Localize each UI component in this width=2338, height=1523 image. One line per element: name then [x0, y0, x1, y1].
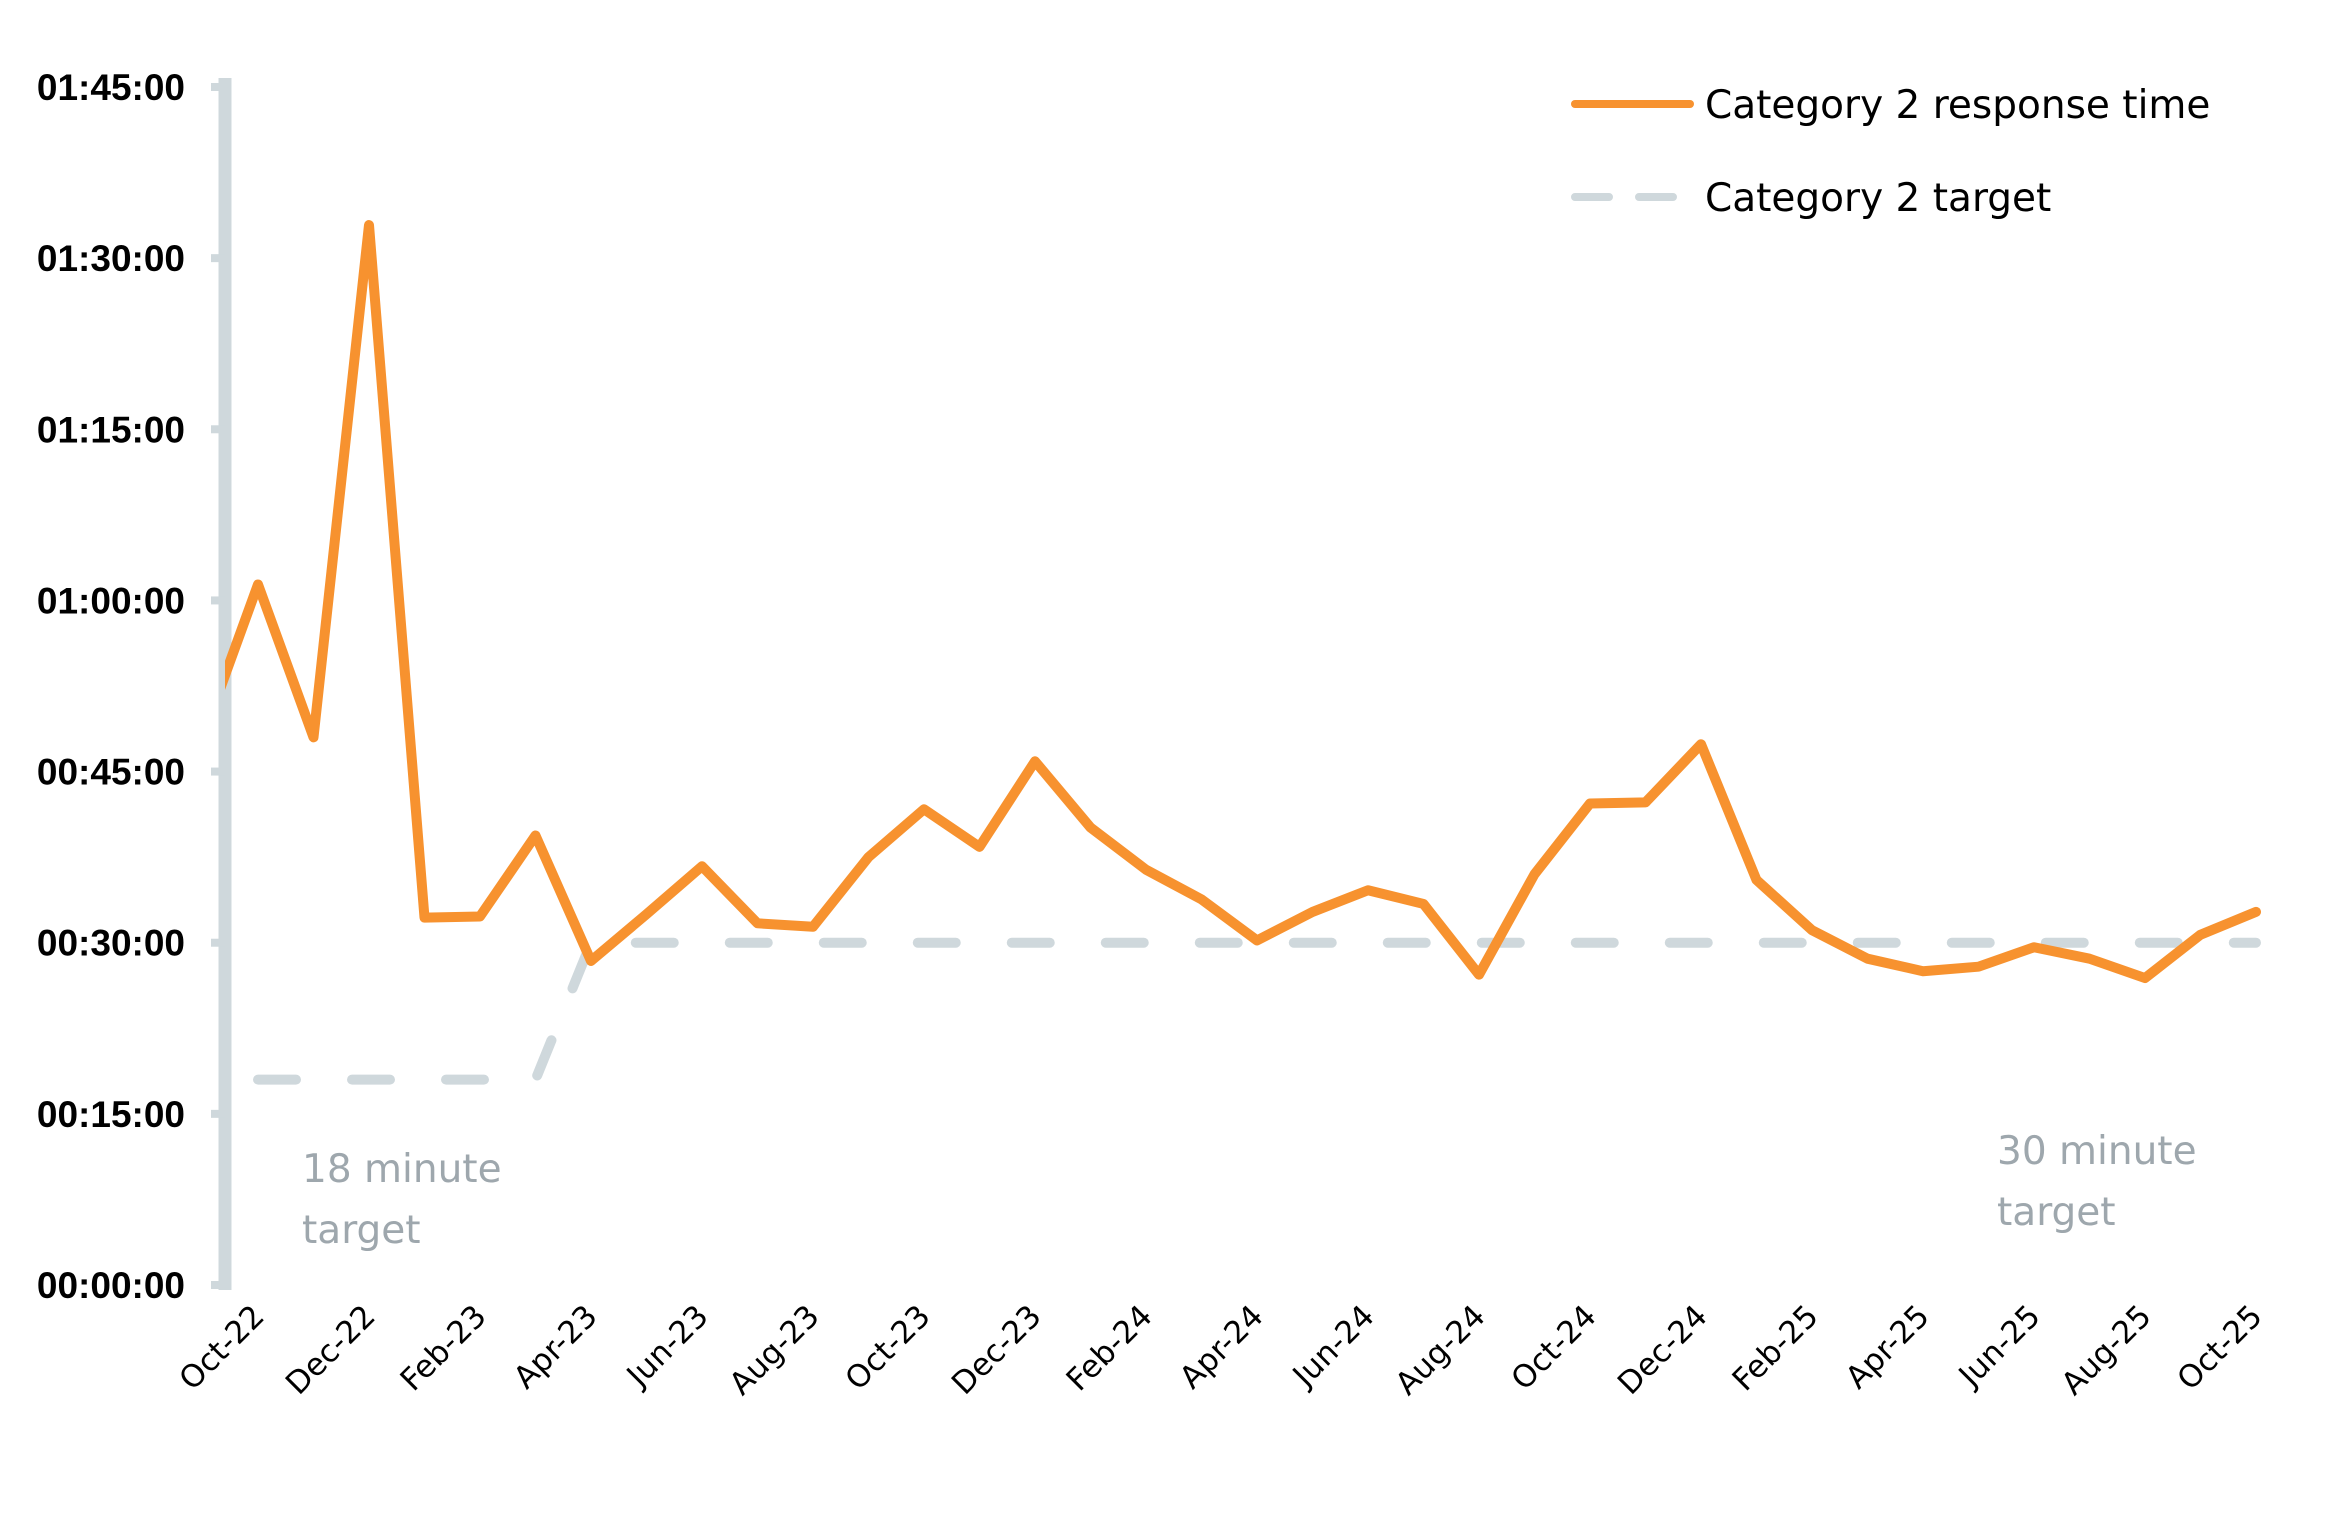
x-tick-label: Aug-24: [1389, 1298, 1493, 1402]
x-tick-label: Apr-23: [507, 1298, 605, 1396]
plot-area: [225, 220, 2261, 1085]
series-line-target: [253, 937, 2261, 1085]
y-tick-label: 00:15:00: [37, 1094, 185, 1135]
x-tick-label: Oct-24: [1504, 1298, 1603, 1397]
legend-label-response-time: Category 2 response time: [1705, 83, 2210, 128]
annotations: 18 minute target 30 minute target: [302, 1129, 2197, 1253]
x-tick-label: Feb-24: [1060, 1298, 1160, 1398]
y-tick-label: 00:30:00: [37, 923, 185, 964]
x-tick-label: Dec-23: [945, 1298, 1049, 1402]
y-tick-label: 01:30:00: [37, 238, 185, 279]
x-tick-label: Dec-22: [279, 1298, 383, 1402]
y-tick-label: 01:45:00: [37, 67, 185, 108]
y-tick-label: 00:45:00: [37, 752, 185, 793]
legend: Category 2 response time Category 2 targ…: [1571, 83, 2210, 221]
x-tick-label: Oct-23: [838, 1298, 937, 1397]
x-tick-label: Feb-25: [1726, 1298, 1826, 1398]
annotation-18-min-line2: target: [302, 1208, 421, 1253]
y-tick-label: 00:00:00: [37, 1265, 185, 1306]
annotation-30-min-line1: 30 minute: [1997, 1129, 2197, 1174]
y-axis: 00:00:00 00:15:00 00:30:00 00:45:00 01:00:00…: [37, 67, 232, 1306]
x-tick-label: Jun-24: [1285, 1298, 1382, 1395]
x-tick-label: Oct-22: [172, 1298, 271, 1397]
x-tick-label: Feb-23: [394, 1298, 494, 1398]
annotation-18-min-line1: 18 minute: [302, 1147, 502, 1192]
annotation-30-min-line2: target: [1997, 1190, 2116, 1235]
x-axis: Oct-22 Dec-22 Feb-23 Apr-23 Jun-23 Aug-23 Oct-…: [172, 1298, 2269, 1402]
x-tick-label: Jun-25: [1951, 1298, 2048, 1395]
series-line-response-time: [225, 220, 2261, 984]
x-tick-label: Oct-25: [2170, 1298, 2269, 1397]
x-tick-label: Dec-24: [1611, 1298, 1715, 1402]
x-tick-label: Jun-23: [619, 1298, 716, 1395]
x-tick-label: Apr-25: [1839, 1298, 1937, 1396]
y-tick-label: 01:15:00: [37, 409, 185, 450]
x-tick-label: Apr-24: [1173, 1298, 1271, 1396]
x-tick-label: Aug-23: [723, 1298, 827, 1402]
x-tick-label: Aug-25: [2055, 1298, 2159, 1402]
y-tick-label: 01:00:00: [37, 580, 185, 621]
legend-label-target: Category 2 target: [1705, 176, 2051, 221]
